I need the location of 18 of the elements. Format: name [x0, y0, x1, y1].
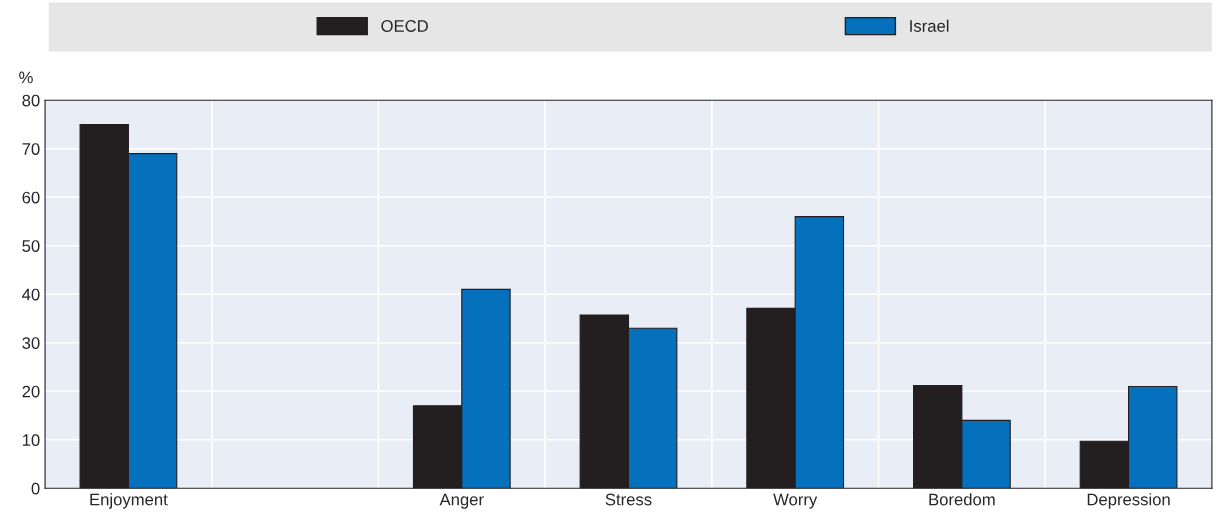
y-tick-label: 70	[22, 143, 40, 155]
legend-label: OECD	[381, 20, 428, 32]
y-axis-title: %	[19, 71, 33, 84]
x-tick-label: Depression	[1087, 493, 1170, 509]
x-tick-label: Enjoyment	[90, 493, 168, 509]
x-tick-label: Worry	[773, 493, 818, 509]
y-tick-label: 40	[22, 288, 40, 301]
y-tick-label: 80	[22, 94, 40, 107]
y-tick-label: 60	[22, 191, 40, 204]
x-tick-label: Boredom	[929, 493, 995, 506]
x-tick-label: Stress	[605, 493, 652, 506]
y-tick-label: 50	[22, 240, 40, 252]
y-tick-label: 20	[22, 385, 40, 398]
y-tick-label: 10	[22, 434, 40, 446]
y-tick-label: 0	[31, 482, 40, 495]
legend-label: Israel	[910, 19, 949, 32]
y-tick-label: 30	[22, 337, 40, 349]
x-tick-label: Anger	[439, 493, 484, 509]
